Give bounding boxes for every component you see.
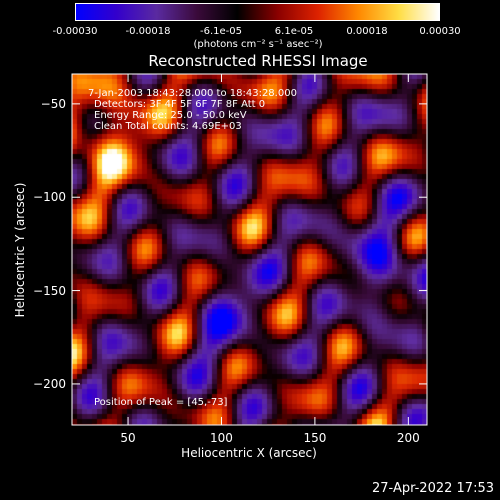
x-tick-label: 100: [210, 431, 233, 445]
timestamp: 27-Apr-2022 17:53: [372, 481, 494, 496]
y-tick-label: −200: [33, 376, 66, 391]
x-tick-label: 150: [303, 431, 327, 445]
colorbar-tick-label: 0.00018: [346, 26, 388, 37]
x-tick-label: 200: [396, 431, 420, 445]
y-axis-label: Heliocentric Y (arcsec): [13, 182, 27, 318]
y-tick-label: −150: [33, 283, 66, 298]
colorbar-tick-label: -0.00018: [125, 26, 171, 37]
chart-title: Reconstructed RHESSI Image: [148, 52, 368, 70]
colorbar-tick-label: -6.1e-05: [200, 26, 242, 37]
colorbar-tick-label: 0.00030: [419, 26, 461, 37]
x-axis-label: Heliocentric X (arcsec): [181, 446, 317, 460]
colorbar: [75, 3, 440, 21]
info-line-clean: Clean Total counts: 4.69E+03: [94, 121, 242, 132]
colorbar-unit: (photons cm⁻² s⁻¹ asec⁻²): [193, 39, 323, 50]
info-line-detectors: Detectors: 3F 4F 5F 6F 7F 8F Att 0: [94, 99, 266, 110]
info-line-energy: Energy Range: 25.0 - 50.0 keV: [94, 110, 247, 121]
plot-area: 7-Jan-2003 18:43:28.000 to 18:43:28.000 …: [72, 74, 427, 425]
y-tick-label: −100: [33, 190, 66, 205]
peak-position-label: Position of Peak = [45,-73]: [94, 397, 228, 408]
y-tick-label: −50: [40, 96, 66, 111]
colorbar-tick-label: 6.1e-05: [274, 26, 314, 37]
x-tick-label: 50: [120, 431, 136, 445]
colorbar-tick-label: -0.00030: [52, 26, 98, 37]
info-line-time: 7-Jan-2003 18:43:28.000 to 18:43:28.000: [88, 88, 297, 99]
